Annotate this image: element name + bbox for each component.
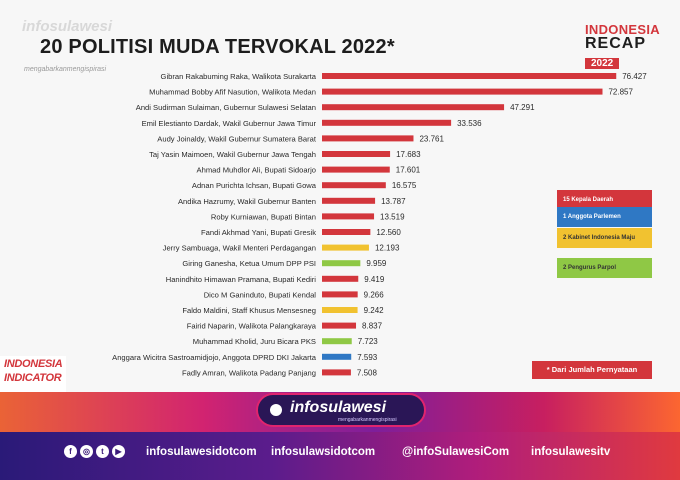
instagram-icon[interactable]: ◎ [80,445,93,458]
indicator-line1: INDONESIA [4,358,63,370]
handle-facebook[interactable]: infosulawsidotcom [271,446,376,458]
legend-row-2: 1 Anggota Parlemen [557,207,652,227]
watermark-logo: infosulawesi mengabarkanmengispirasi [22,18,132,73]
value-label: 13.787 [381,197,406,206]
bar [322,291,358,298]
value-label: 17.601 [396,166,421,175]
category-label: Roby Kurniawan, Bupati Bintan [211,212,316,221]
value-label: 72.857 [608,88,633,97]
legend-item-kepala-daerah: 15 Kepala Daerah [557,190,652,210]
value-label: 9.959 [366,259,387,268]
value-label: 8.837 [362,322,383,331]
legend: 15 Kepala Daerah [557,190,652,210]
category-label: Anggara Wicitra Sastroamidjojo, Anggota … [112,353,317,362]
category-label: Jerry Sambuaga, Wakil Menteri Perdaganga… [163,244,316,253]
category-label: Adnan Purichta Ichsan, Bupati Gowa [192,181,317,190]
twitter-icon[interactable]: t [96,445,109,458]
indonesia-indicator-logo: INDONESIA INDICATOR [0,356,66,394]
category-label: Fadly Amran, Walikota Padang Panjang [182,368,316,377]
value-label: 17.683 [396,150,421,159]
bar [322,353,352,360]
value-label: 33.536 [457,119,482,128]
bar [322,338,352,345]
category-label: Muhammad Bobby Afif Nasution, Walikota M… [149,88,316,97]
bar [322,119,452,126]
category-label: Faldo Maldini, Staff Khusus Mensesneg [182,306,316,315]
value-label: 13.519 [380,212,405,221]
legend-row-4: 2 Pengurus Parpol [557,258,652,278]
bar [322,322,357,329]
bar [322,135,414,142]
bar [322,73,617,79]
bar [322,213,375,220]
value-label: 16.575 [392,181,417,190]
bar [322,260,361,267]
handle-youtube[interactable]: infosulawesitv [531,446,611,458]
watermark-tagline: mengabarkanmengispirasi [24,66,107,73]
category-label: Fandi Akhmad Yani, Bupati Gresik [201,228,316,237]
bar [322,307,358,313]
brand-dot-icon [270,404,282,416]
category-label: Audy Joinaldy, Wakil Gubernur Sumatera B… [157,134,317,143]
legend-item-kabinet: 2 Kabinet Indonesia Maju [557,228,652,248]
category-label: Andika Hazrumy, Wakil Gubernur Banten [178,197,316,206]
social-icons: f ◎ t ▶ [64,445,125,458]
bar [322,244,369,251]
bar [322,104,505,111]
brand-tagline: mengabarkanmengispirasi [338,417,397,423]
indonesia-recap-logo: INDONESIA RECAP 2022 [585,22,675,71]
facebook-icon[interactable]: f [64,445,77,458]
category-label: Andi Sudirman Sulaiman, Gubernur Sulawes… [136,103,316,112]
category-label: Muhammad Kholid, Juru Bicara PKS [193,337,316,346]
recap-line1: INDONESIA [585,22,660,37]
value-label: 9.242 [364,306,385,315]
legend-row-3: 2 Kabinet Indonesia Maju [557,228,652,248]
footnote-badge: * Dari Jumlah Pernyataan [532,361,652,379]
legend-item-anggota-parlemen: 1 Anggota Parlemen [557,207,652,227]
watermark-logo-text: infosulawesi [22,18,113,35]
brand-name: infosulawesi [290,399,387,416]
value-label: 9.419 [364,275,385,284]
bar [322,182,386,189]
bar [322,369,351,376]
value-label: 7.593 [357,353,378,362]
bar [322,275,359,282]
page-title: 20 POLITISI MUDA TERVOKAL 2022* [40,36,395,58]
youtube-icon[interactable]: ▶ [112,445,125,458]
bar [322,166,390,173]
value-label: 7.723 [358,337,379,346]
bar [322,229,371,235]
value-label: 23.761 [419,134,444,143]
handle-twitter[interactable]: @infoSulawesiCom [402,446,510,458]
value-label: 12.193 [375,244,400,253]
value-label: 47.291 [510,103,535,112]
bar-chart: Gibran Rakabuming Raka, Walikota Surakar… [112,72,647,377]
value-label: 9.266 [364,290,385,299]
indicator-line2: INDICATOR [4,372,62,384]
legend-item-pengurus-parpol: 2 Pengurus Parpol [557,258,652,278]
brand-badge: infosulawesi mengabarkanmengispirasi [256,393,426,427]
category-label: Fairid Naparin, Walikota Palangkaraya [187,322,317,331]
category-label: Emil Elestianto Dardak, Wakil Gubernur J… [142,119,317,128]
value-label: 12.560 [376,228,401,237]
handle-website[interactable]: infosulawesidotcom [146,446,257,458]
bar [322,151,391,157]
category-label: Taj Yasin Maimoen, Wakil Gubernur Jawa T… [149,150,316,159]
category-label: Dico M Ganinduto, Bupati Kendal [204,290,317,299]
category-label: Giring Ganesha, Ketua Umum DPP PSI [182,259,316,268]
value-label: 76.427 [622,72,647,81]
recap-year: 2022 [585,58,620,69]
bar [322,197,376,204]
category-label: Ahmad Muhdlor Ali, Bupati Sidoarjo [197,166,316,175]
value-label: 7.508 [357,368,378,377]
recap-line2: RECAP [585,35,647,52]
category-label: Gibran Rakabuming Raka, Walikota Surakar… [161,72,317,81]
bar [322,88,603,95]
category-label: Hanindhito Himawan Pramana, Bupati Kedir… [166,275,317,284]
